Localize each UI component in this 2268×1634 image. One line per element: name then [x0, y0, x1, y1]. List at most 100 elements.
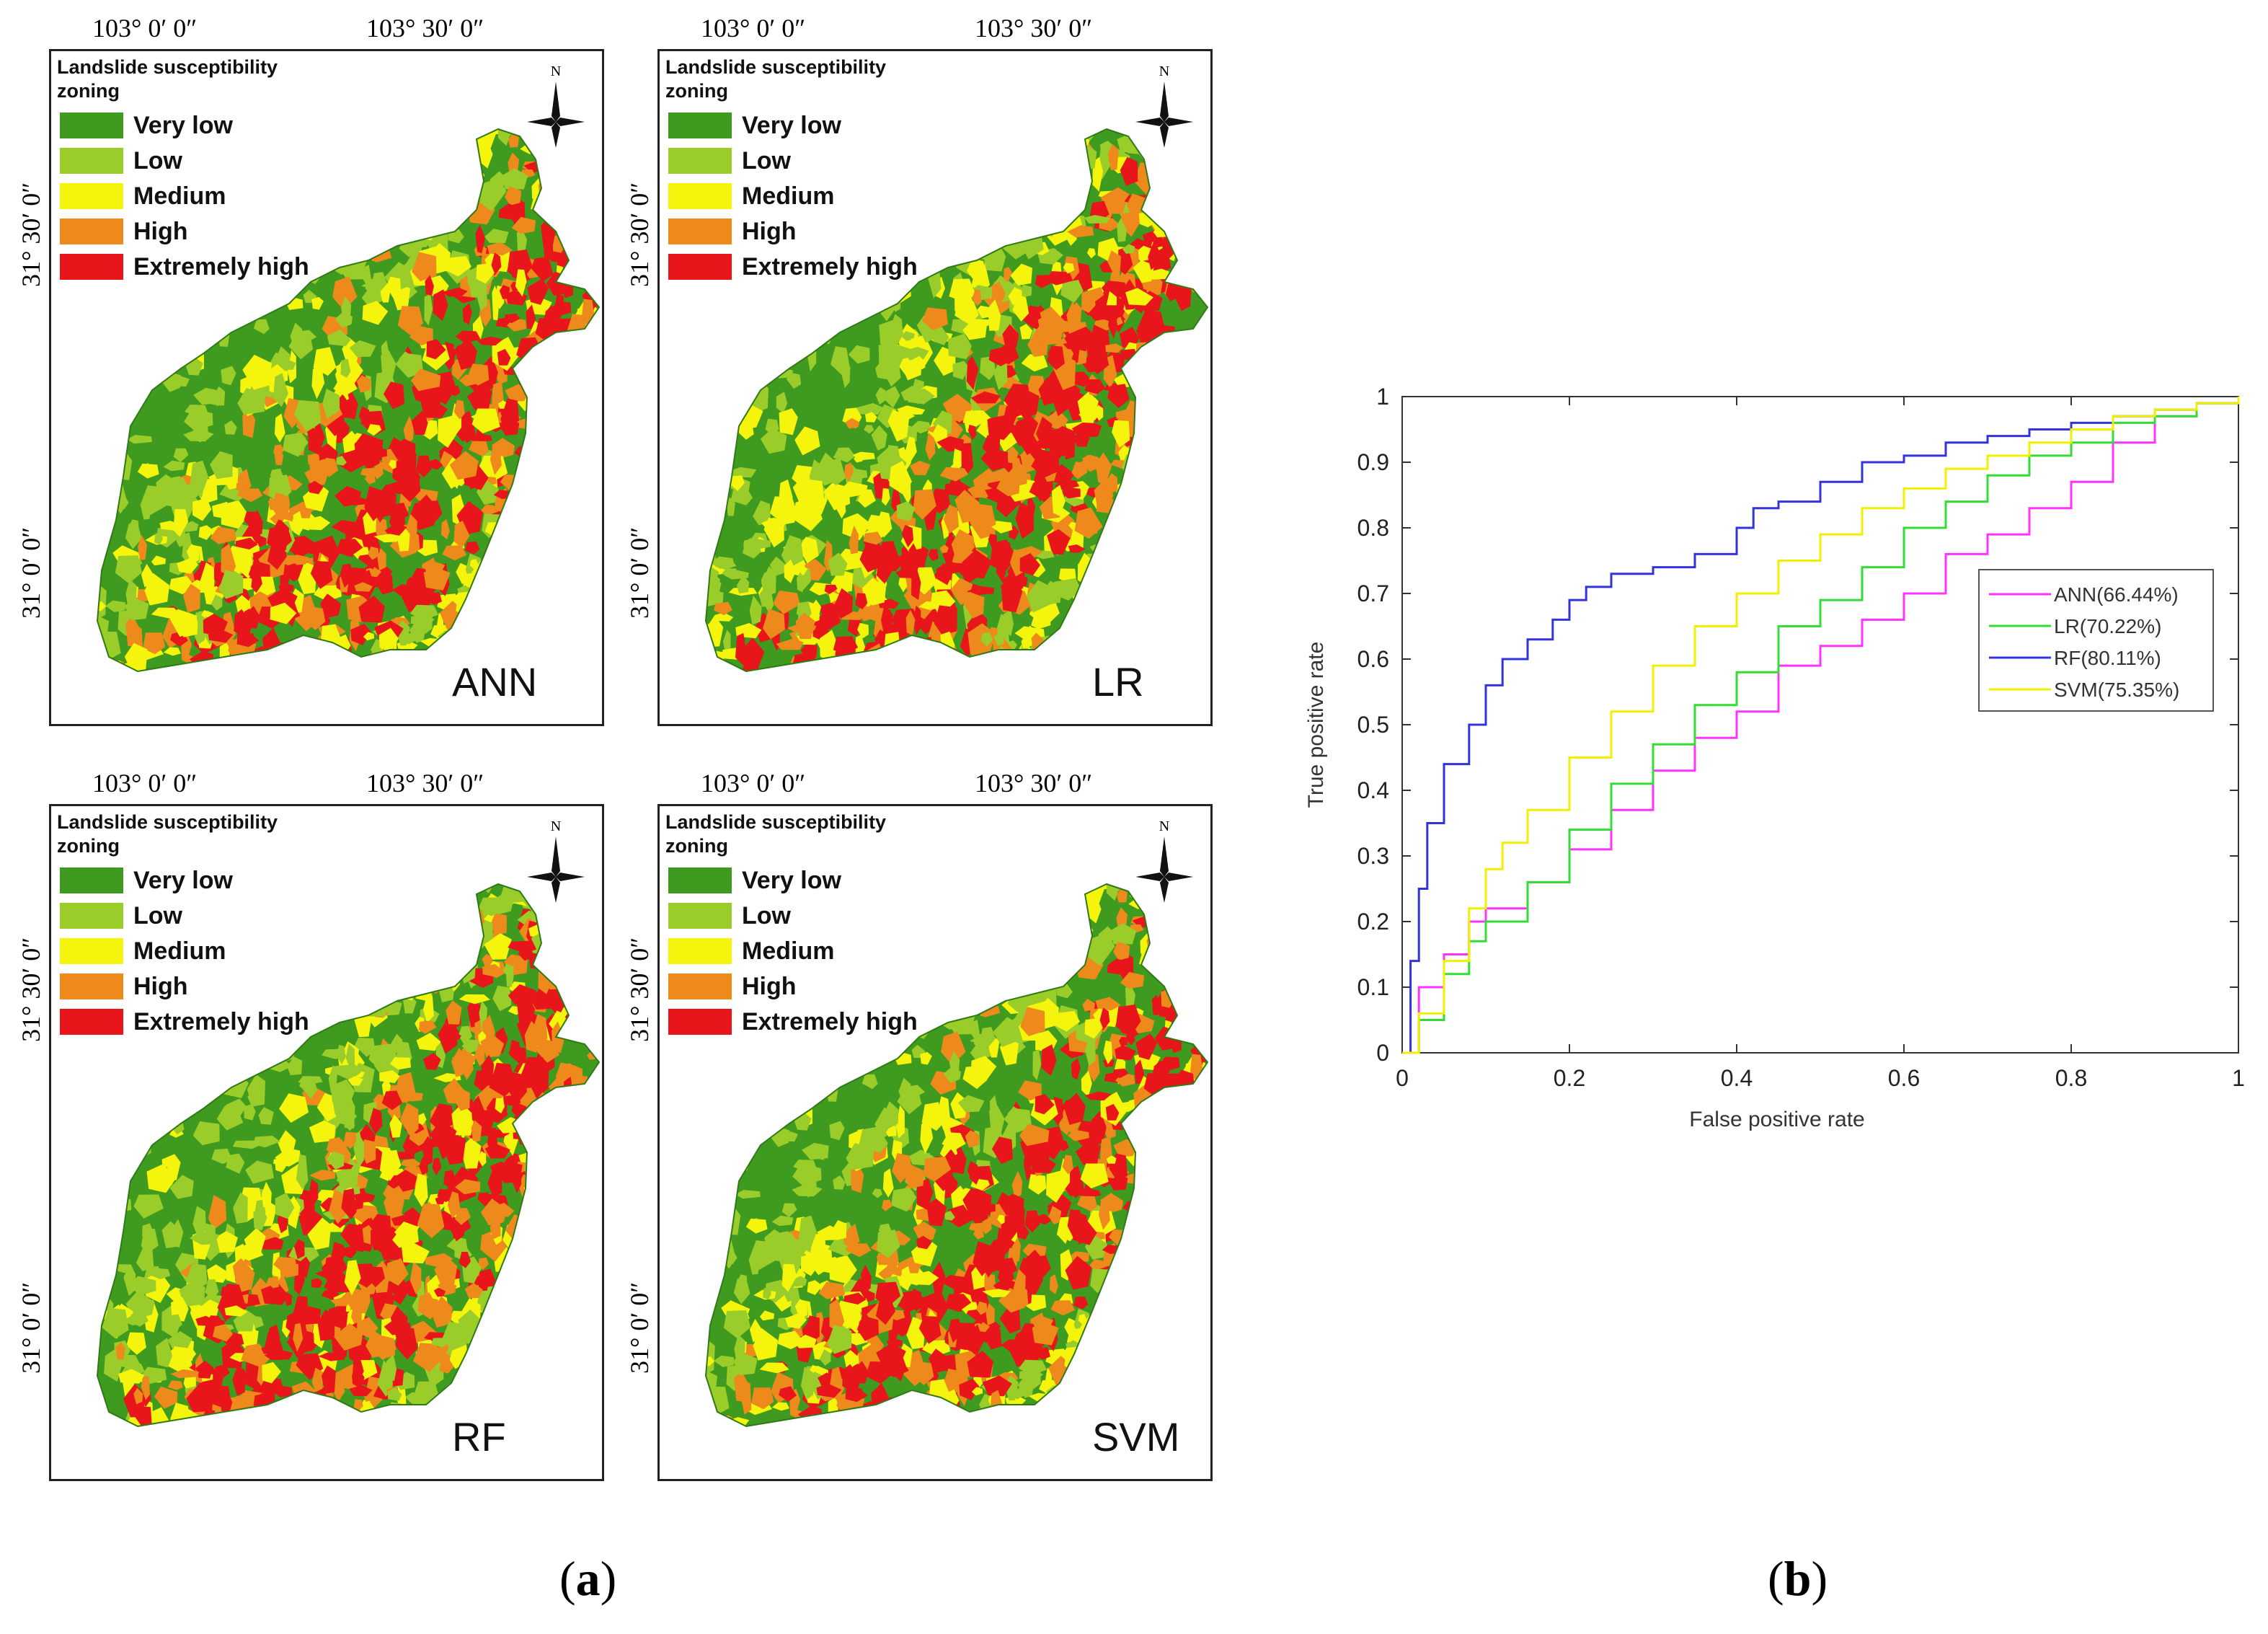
legend-label: Medium [742, 182, 835, 210]
y-tick-label: 0.1 [1357, 974, 1389, 1000]
y-tick-label: 0.5 [1357, 712, 1389, 738]
y-tick-label: 0.2 [1357, 909, 1389, 935]
legend-item: High [60, 971, 188, 1002]
latitude-label: 31° 30′ 0″ [625, 937, 654, 1042]
legend-item: Low [668, 901, 791, 931]
y-tick-label: 0.3 [1357, 843, 1389, 869]
legend-item: Extremely high [60, 1007, 309, 1037]
legend-label: Extremely high [742, 252, 918, 281]
longitude-label: 103° 30′ 0″ [366, 14, 484, 43]
legend-swatch [668, 254, 732, 280]
legend-entry-label: ANN(66.44%) [2054, 583, 2179, 606]
north-arrow-icon: N [520, 60, 592, 157]
legend-label: High [133, 217, 188, 245]
map-panel-lr: Landslide susceptibility zoning Very low L… [657, 49, 1213, 726]
roc-series-line [1402, 397, 2240, 1054]
model-label: ANN [452, 659, 538, 705]
x-axis-label: False positive rate [1689, 1108, 1864, 1131]
legend-label: Very low [133, 866, 233, 894]
map-panel-rf: Landslide susceptibility zoning Very low L… [49, 804, 604, 1481]
legend-item: Medium [668, 936, 834, 966]
x-tick-label: 1 [2232, 1065, 2245, 1091]
model-label: RF [452, 1414, 506, 1459]
y-tick-label: 0.8 [1357, 515, 1389, 541]
x-tick-label: 0.4 [1721, 1065, 1753, 1091]
legend-item: High [60, 216, 188, 247]
legend-swatch [60, 867, 123, 893]
legend-item: Very low [668, 865, 841, 896]
legend-label: Extremely high [133, 252, 309, 281]
longitude-label: 103° 30′ 0″ [975, 14, 1093, 43]
legend-swatch [60, 938, 123, 964]
legend-label: Medium [742, 937, 835, 965]
legend-swatch [668, 1009, 732, 1035]
latitude-label: 31° 30′ 0″ [17, 182, 45, 287]
legend-label: Low [742, 901, 791, 929]
legend-item: High [668, 971, 797, 1002]
legend-entry-label: LR(70.22%) [2054, 615, 2161, 637]
legend-item: Very low [60, 110, 233, 141]
legend-label: Very low [742, 111, 841, 139]
svg-text:N: N [1159, 63, 1169, 79]
panel-a-caption: (a) [559, 1551, 617, 1606]
legend-item: Medium [60, 936, 226, 966]
roc-series-line [1402, 397, 2240, 1054]
x-tick-label: 0 [1396, 1065, 1409, 1091]
y-tick-label: 0.7 [1357, 580, 1389, 606]
legend-swatch [668, 148, 732, 174]
legend-entry-label: RF(80.11%) [2054, 647, 2161, 669]
legend-item: Low [668, 146, 791, 176]
legend-label: High [742, 217, 797, 245]
legend-label: Very low [742, 866, 841, 894]
y-tick-label: 0.9 [1357, 449, 1389, 475]
legend-label: Medium [133, 182, 226, 210]
svg-text:N: N [1159, 818, 1169, 834]
north-arrow-icon: N [1128, 60, 1200, 157]
legend-swatch [60, 148, 123, 174]
longitude-label: 103° 0′ 0″ [92, 769, 198, 798]
legend-swatch [668, 938, 732, 964]
longitude-label: 103° 0′ 0″ [701, 14, 806, 43]
panel-b-caption: (b) [1768, 1551, 1828, 1606]
roc-chart: 0 0.2 0.4 0.6 0.8 1 0 0.1 0.2 0.3 0.4 0.5 0.6 0.7 0.8 0… [1304, 384, 2245, 1131]
legend-label: Extremely high [742, 1007, 918, 1035]
legend-swatch [60, 112, 123, 138]
legend-swatch [60, 1009, 123, 1035]
legend-item: High [668, 216, 797, 247]
latitude-label: 31° 30′ 0″ [625, 182, 654, 287]
legend-item: Very low [60, 865, 233, 896]
y-axis-label: True positive rate [1304, 642, 1328, 808]
legend-title: Landslide susceptibility zoning [57, 811, 278, 857]
legend-label: Low [133, 901, 182, 929]
x-tick-label: 0.8 [2055, 1065, 2087, 1091]
latitude-label: 31° 0′ 0″ [625, 526, 654, 619]
y-tick-label: 1 [1376, 384, 1389, 410]
legend-label: Very low [133, 111, 233, 139]
north-arrow-icon: N [1128, 815, 1200, 912]
legend-swatch [60, 973, 123, 999]
susceptibility-map-ann [96, 128, 601, 673]
legend-label: Low [133, 146, 182, 175]
legend-swatch [668, 903, 732, 929]
svg-text:N: N [551, 818, 561, 834]
x-tick-label: 0.6 [1888, 1065, 1920, 1091]
y-tick-label: 0.4 [1357, 777, 1389, 803]
legend-swatch [668, 183, 732, 209]
legend-swatch [668, 973, 732, 999]
legend-item: Extremely high [668, 1007, 918, 1037]
y-tick-label: 0 [1376, 1040, 1389, 1066]
legend-item: Low [60, 901, 182, 931]
legend-label: High [133, 972, 188, 1000]
latitude-label: 31° 0′ 0″ [17, 526, 45, 619]
map-panel-ann: Landslide susceptibility zoning Very low L… [49, 49, 604, 726]
model-label: LR [1092, 659, 1144, 705]
map-panel-svm: Landslide susceptibility zoning Very low L… [657, 804, 1213, 1481]
latitude-label: 31° 0′ 0″ [625, 1281, 654, 1374]
legend-title: Landslide susceptibility zoning [57, 56, 278, 102]
longitude-label: 103° 0′ 0″ [92, 14, 198, 43]
latitude-label: 31° 30′ 0″ [17, 937, 45, 1042]
north-arrow-icon: N [520, 815, 592, 912]
longitude-label: 103° 0′ 0″ [701, 769, 806, 798]
panel-b-letter: b [1784, 1551, 1812, 1606]
legend-item: Low [60, 146, 182, 176]
